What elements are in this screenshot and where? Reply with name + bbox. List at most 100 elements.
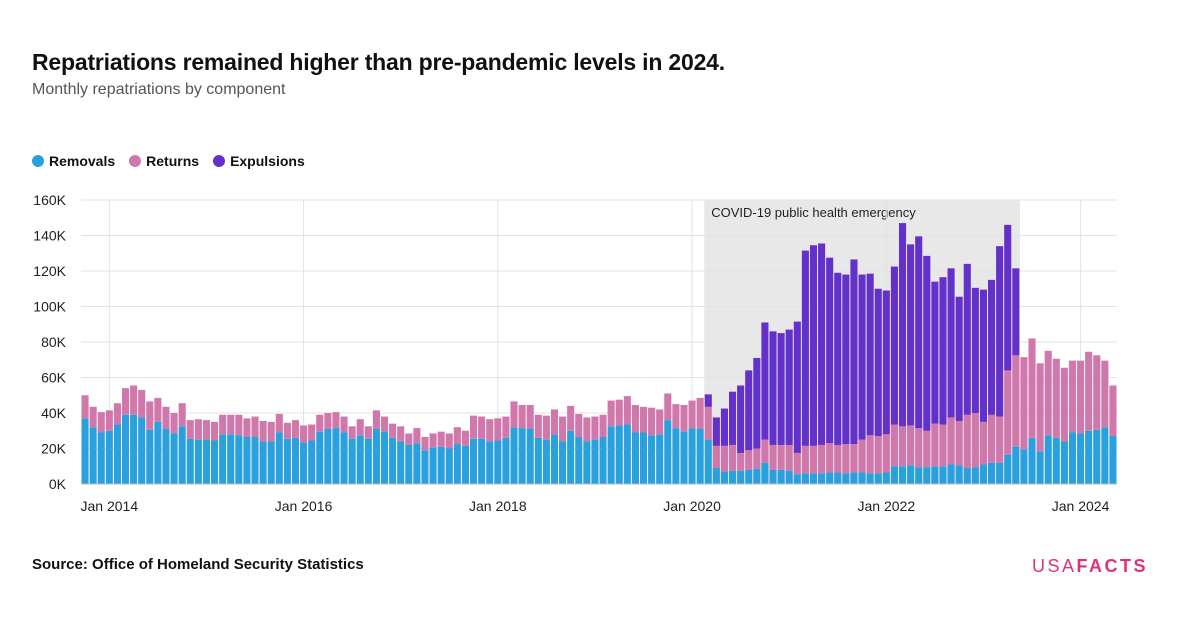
bar-segment-expulsions [971,287,979,413]
y-tick-label: 120K [33,263,66,279]
bar-segment-returns [453,427,461,445]
bar-segment-returns [1020,357,1028,450]
bar-segment-returns [1093,355,1101,430]
bar-segment-returns [688,400,696,429]
bar-segment-returns [947,417,955,465]
bar-segment-removals [494,440,502,484]
bar-segment-returns [567,405,575,431]
legend-swatch-expulsions [213,155,226,167]
bar-segment-returns [105,410,113,431]
bar-segment-removals [291,437,300,484]
bar-segment-removals [1109,436,1117,484]
bar-segment-returns [518,405,526,429]
source-note: Source: Office of Homeland Security Stat… [32,556,364,573]
bar-segment-returns [915,428,923,468]
bar-segment-returns [364,426,372,439]
bar-segment-returns [712,445,720,469]
bar-segment-returns [356,419,364,436]
bar-segment-removals [915,467,923,484]
bar-segment-returns [138,389,146,418]
bar-segment-removals [720,471,728,484]
bar-segment-removals [988,462,996,484]
bar-segment-returns [680,405,688,432]
legend-item-removals: Removals [32,153,115,169]
bar-segment-returns [267,421,275,442]
bar-segment-removals [397,441,405,484]
bar-segment-removals [130,414,138,484]
bar-segment-returns [826,443,834,473]
bar-segment-returns [988,414,996,463]
bar-segment-removals [1004,454,1012,484]
bar-segment-returns [761,439,769,463]
x-tick-label: Jan 2022 [858,498,916,514]
bar-segment-removals [834,472,842,484]
bar-segment-removals [664,420,672,484]
legend-item-returns: Returns [129,153,199,169]
bar-segment-returns [494,418,502,441]
bar-segment-removals [154,421,162,484]
bar-segment-removals [356,435,364,484]
bar-segment-expulsions [704,394,712,407]
chart-subtitle: Monthly repatriations by component [32,81,286,98]
logo-bold: FACTS [1076,556,1148,576]
bar-segment-returns [1077,360,1085,434]
bar-segment-removals [704,439,712,484]
bar-segment-returns [672,404,680,429]
bar-segment-returns [113,403,121,425]
bar-segment-removals [1036,451,1044,484]
bar-segment-removals [559,441,567,484]
bar-segment-removals [429,447,437,484]
bar-segment-expulsions [761,322,769,440]
bar-segment-expulsions [907,244,915,426]
bar-segment-removals [745,469,753,484]
bar-segment-expulsions [712,417,720,446]
bar-segment-removals [1085,430,1093,484]
bar-segment-removals [567,430,575,484]
bar-segment-removals [202,439,210,484]
bar-segment-removals [445,448,453,484]
bar-segment-removals [421,450,429,484]
bar-segment-removals [648,435,656,484]
bar-segment-returns [729,444,737,471]
bar-segment-removals [842,473,850,484]
x-tick-label: Jan 2018 [469,498,527,514]
bar-segment-returns [631,405,639,433]
bar-segment-expulsions [809,245,818,446]
bar-segment-returns [211,421,219,441]
bar-segment-returns [429,433,437,448]
bar-segment-returns [898,426,907,467]
bar-segment-returns [227,414,235,435]
bar-segment-returns [259,420,267,442]
bar-segment-returns [615,399,623,426]
bar-segment-expulsions [1012,268,1020,356]
bar-segment-returns [785,444,793,471]
bar-segment-returns [1028,338,1036,438]
bar-segment-removals [729,470,737,484]
bar-segment-expulsions [769,331,777,445]
x-tick-label: Jan 2024 [1052,498,1110,514]
bar-segment-returns [656,409,664,435]
bar-segment-removals [372,428,380,484]
bar-segment-removals [251,436,259,484]
bar-segment-removals [753,468,761,484]
bar-segment-returns [413,428,421,444]
bar-segment-expulsions [988,279,996,415]
y-tick-label: 60K [41,370,67,386]
bar-segment-removals [631,432,639,484]
bar-segment-removals [979,464,987,484]
bar-segment-returns [1085,351,1093,431]
bar-segment-removals [971,467,979,484]
bar-segment-returns [186,420,194,439]
bar-segment-returns [1068,360,1077,433]
bar-segment-removals [1020,449,1028,484]
bar-segment-removals [777,469,785,484]
bar-segment-removals [526,428,534,484]
bar-segment-returns [380,416,389,432]
bar-segment-returns [526,405,534,429]
bar-segment-returns [97,412,105,433]
bar-segment-removals [866,473,874,484]
source-label: Source: [32,556,88,573]
bar-segment-removals [963,468,971,484]
bar-segment-expulsions [801,250,809,446]
bar-segment-removals [211,440,219,484]
